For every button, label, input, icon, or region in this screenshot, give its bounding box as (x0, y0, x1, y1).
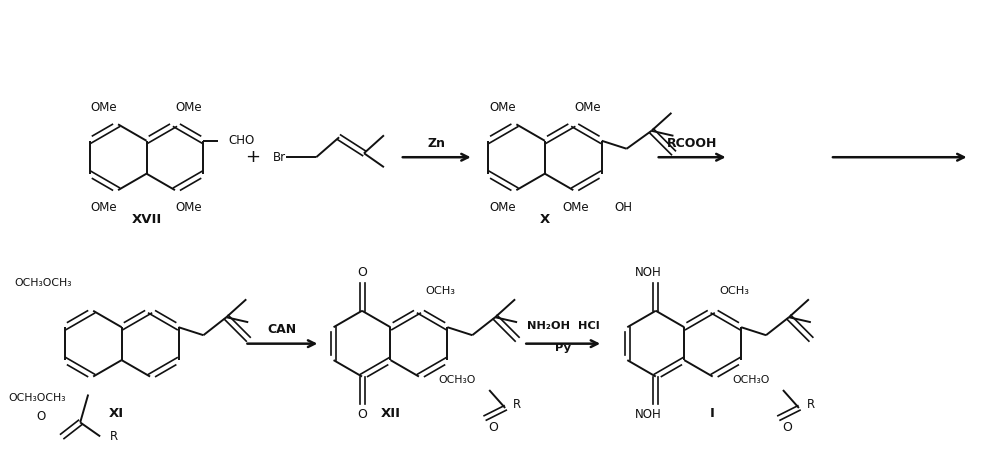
Text: OCH₃O: OCH₃O (732, 375, 770, 385)
Text: Py: Py (555, 343, 571, 353)
Text: OMe: OMe (489, 201, 516, 213)
Text: OMe: OMe (489, 101, 516, 114)
Text: Zn: Zn (428, 137, 446, 150)
Text: XI: XI (109, 407, 124, 420)
Text: NH₂OH  HCl: NH₂OH HCl (527, 321, 600, 331)
Text: OH: OH (614, 201, 632, 213)
Text: OCH₃OCH₃: OCH₃OCH₃ (8, 394, 66, 403)
Text: Br: Br (273, 151, 286, 164)
Text: OMe: OMe (176, 101, 202, 114)
Text: OCH₃OCH₃: OCH₃OCH₃ (14, 278, 72, 288)
Text: R: R (807, 399, 815, 412)
Text: OMe: OMe (574, 101, 601, 114)
Text: +: + (245, 148, 260, 166)
Text: OMe: OMe (176, 201, 202, 213)
Text: OCH₃: OCH₃ (720, 286, 750, 296)
Text: XII: XII (380, 407, 400, 420)
Text: NOH: NOH (634, 408, 661, 421)
Text: O: O (488, 421, 498, 434)
Text: X: X (540, 213, 550, 225)
Text: RCOOH: RCOOH (666, 137, 717, 150)
Text: I: I (710, 407, 715, 420)
Text: OMe: OMe (91, 101, 117, 114)
Text: O: O (357, 267, 367, 280)
Text: R: R (110, 430, 118, 443)
Text: XVII: XVII (131, 213, 162, 225)
Text: OMe: OMe (562, 201, 589, 213)
Text: NOH: NOH (634, 267, 661, 280)
Text: OCH₃O: OCH₃O (439, 375, 476, 385)
Text: O: O (357, 408, 367, 421)
Text: R: R (513, 399, 521, 412)
Text: O: O (782, 421, 792, 434)
Text: OMe: OMe (91, 201, 117, 213)
Text: OCH₃: OCH₃ (426, 286, 456, 296)
Text: O: O (37, 410, 46, 423)
Text: CHO: CHO (228, 134, 254, 147)
Text: CAN: CAN (268, 323, 297, 336)
